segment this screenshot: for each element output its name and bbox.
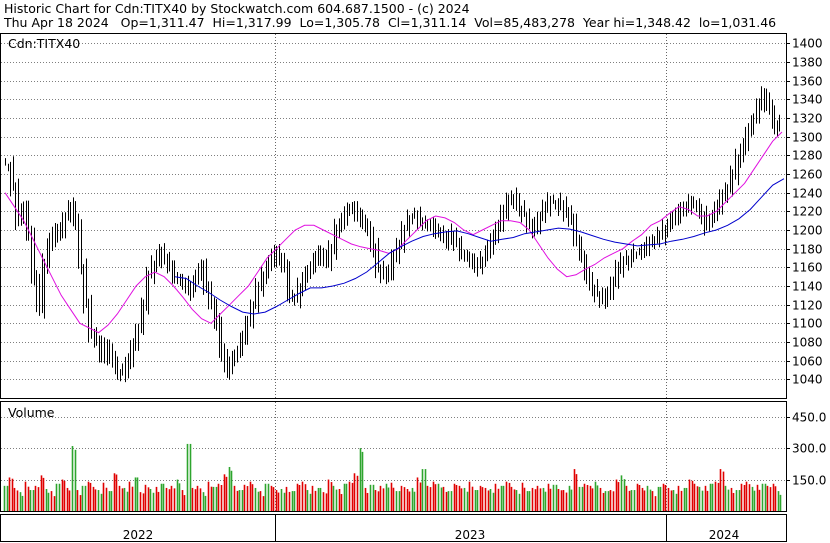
moving-average-long-line xyxy=(174,178,785,315)
price-tick-label: 1060 xyxy=(792,355,823,369)
price-tick-label: 1180 xyxy=(792,243,823,257)
time-axis-panel xyxy=(0,514,787,542)
price-tick-label: 1160 xyxy=(792,261,823,275)
quote-summary: Thu Apr 18 2024 Op=1,311.47 Hi=1,317.99 … xyxy=(4,15,777,30)
chart-title: Historic Chart for Cdn:TITX40 by Stockwa… xyxy=(4,1,470,16)
price-tick-label: 1200 xyxy=(792,224,823,238)
price-gridlines xyxy=(1,34,786,398)
price-tick-label: 1220 xyxy=(792,205,823,219)
price-axis: 1400 1380 1360 1340 1320 1300 1280 1260 1240 1220… xyxy=(786,37,823,387)
volume-tick-label: 150.0 xyxy=(792,474,826,488)
price-tick-label: 1400 xyxy=(792,37,823,51)
year-label-2022: 2022 xyxy=(123,528,154,542)
volume-bars xyxy=(3,443,782,511)
price-tick-label: 1280 xyxy=(792,149,823,163)
price-tick-label: 1140 xyxy=(792,280,823,294)
price-tick-label: 1080 xyxy=(792,336,823,350)
price-tick-label: 1240 xyxy=(792,187,823,201)
price-tick-label: 1100 xyxy=(792,317,823,331)
price-tick-label: 1320 xyxy=(792,112,823,126)
price-bars xyxy=(5,86,780,383)
price-series-label: Cdn:TITX40 xyxy=(8,36,80,51)
price-panel xyxy=(0,33,787,399)
volume-tick-label: 300.0 xyxy=(792,442,826,456)
volume-tick-label: 450.0 xyxy=(792,411,826,425)
price-tick-label: 1300 xyxy=(792,131,823,145)
price-tick-label: 1260 xyxy=(792,168,823,182)
volume-gridlines xyxy=(1,402,786,511)
price-tick-label: 1340 xyxy=(792,93,823,107)
volume-label: Volume xyxy=(8,405,55,420)
year-label-2024: 2024 xyxy=(709,528,740,542)
price-tick-label: 1040 xyxy=(792,373,823,387)
year-label-2023: 2023 xyxy=(455,528,486,542)
price-tick-label: 1380 xyxy=(792,56,823,70)
price-tick-label: 1360 xyxy=(792,75,823,89)
price-tick-label: 1120 xyxy=(792,299,823,313)
volume-axis: 450.0 300.0 150.0 xyxy=(786,411,826,488)
